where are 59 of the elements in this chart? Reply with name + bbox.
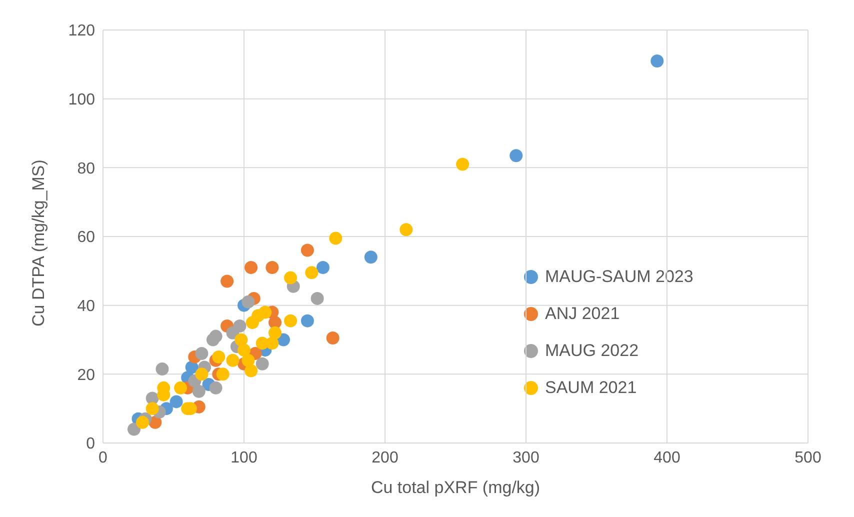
point: [400, 223, 413, 236]
point: [195, 347, 208, 360]
point: [256, 336, 269, 350]
x-tick-label: 300: [512, 449, 540, 466]
point: [242, 295, 255, 308]
point: [233, 319, 246, 332]
point: [156, 362, 169, 376]
point: [136, 416, 149, 429]
x-tick-label: 400: [654, 449, 680, 466]
point: [284, 314, 298, 328]
point: [284, 271, 298, 284]
x-axis-title: Cu total pXRF (mg/kg): [370, 478, 540, 497]
point: [310, 292, 324, 305]
point: [268, 326, 282, 340]
point: [258, 306, 272, 319]
point: [238, 344, 250, 357]
point: [209, 381, 222, 394]
y-tick-label: 100: [68, 92, 96, 109]
point: [216, 368, 230, 381]
point: [242, 354, 255, 367]
point: [195, 368, 208, 381]
point: [206, 333, 220, 346]
point: [220, 274, 234, 288]
point: [300, 244, 314, 257]
y-tick-label: 40: [77, 298, 96, 316]
legend-label: MAUG 2022: [545, 340, 639, 360]
point: [234, 333, 248, 346]
x-tick-label: 0: [98, 449, 108, 466]
point: [244, 364, 258, 378]
y-tick-label: 80: [77, 160, 96, 178]
point: [329, 232, 342, 245]
point: [650, 54, 664, 68]
point: [226, 354, 240, 367]
point: [300, 314, 314, 328]
point: [364, 250, 378, 264]
point: [170, 395, 183, 408]
x-tick-label: 100: [230, 449, 258, 466]
point: [192, 384, 206, 398]
point: [174, 381, 188, 394]
point: [244, 260, 258, 274]
point: [510, 149, 523, 162]
y-tick-label: 60: [77, 229, 96, 246]
point: [326, 332, 340, 345]
legend-label: ANJ 2021: [545, 304, 620, 324]
x-tick-label: 500: [794, 449, 822, 466]
y-tick-label: 0: [86, 436, 96, 453]
point: [146, 402, 159, 416]
point: [212, 350, 226, 364]
y-tick-label: 20: [77, 366, 96, 384]
point: [316, 260, 330, 274]
point: [305, 266, 318, 280]
point: [256, 357, 269, 370]
point: [266, 260, 279, 274]
y-tick-label: 120: [68, 22, 96, 40]
x-tick-label: 200: [372, 449, 398, 466]
legend-label: SAUM 2021: [545, 378, 637, 398]
point: [128, 422, 141, 436]
point: [456, 158, 470, 171]
y-axis-title: Cu DTPA (mg/kg_MS): [29, 160, 48, 326]
